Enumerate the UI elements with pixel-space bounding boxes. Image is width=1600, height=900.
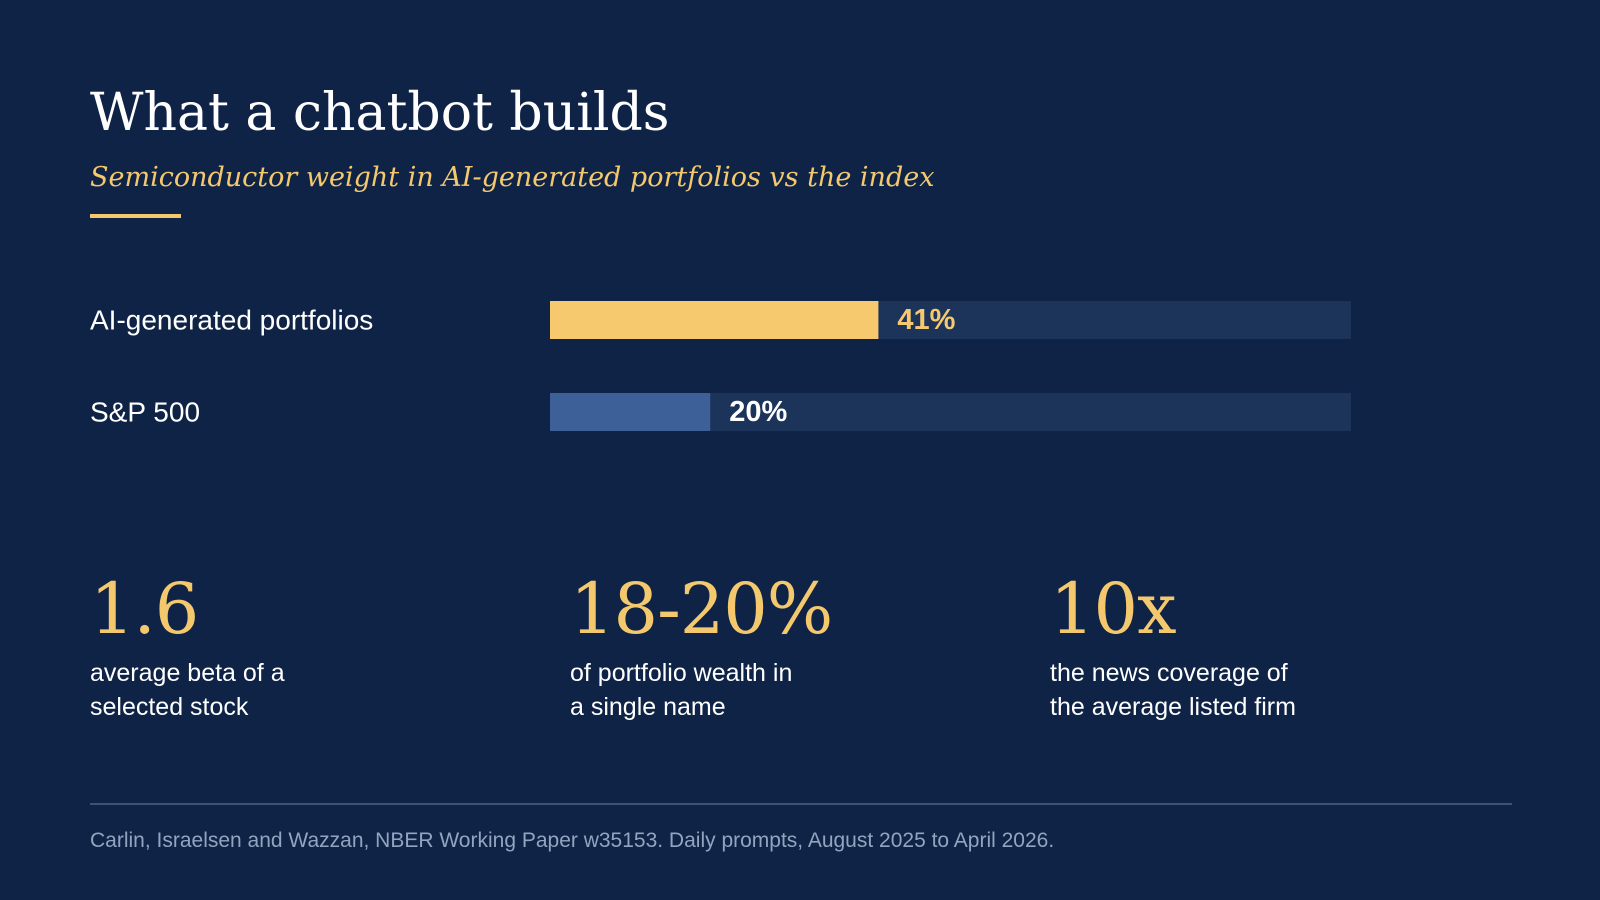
accent-rule: [90, 214, 181, 218]
page-subtitle: Semiconductor weight in AI-generated por…: [90, 162, 935, 193]
bar: [550, 301, 879, 339]
category-label: AI-generated portfolios: [90, 305, 373, 336]
page-title: What a chatbot builds: [90, 83, 670, 143]
value-label: 20%: [729, 396, 787, 428]
stat-description-line: the average listed firm: [1050, 693, 1296, 721]
stat-description-line: selected stock: [90, 693, 249, 721]
stat-description-line: a single name: [570, 693, 726, 721]
bar-chart: AI-generated portfolios 41% S&P 500 20%: [90, 301, 1351, 431]
stat-description-line: average beta of a: [90, 659, 285, 687]
footer-divider: [90, 803, 1512, 805]
stat-value: 10x: [1050, 568, 1177, 650]
stat-single-name-weight: 18-20% of portfolio wealth in a single n…: [570, 568, 1010, 724]
stat-description: the news coverage of the average listed …: [1050, 656, 1490, 724]
stat-description-line: of portfolio wealth in: [570, 659, 793, 687]
stat-value: 1.6: [90, 568, 199, 650]
source-note: Carlin, Israelsen and Wazzan, NBER Worki…: [90, 829, 1055, 852]
value-label: 41%: [897, 304, 955, 336]
stat-description: average beta of a selected stock: [90, 656, 530, 724]
stat-description-line: the news coverage of: [1050, 659, 1288, 687]
category-label: S&P 500: [90, 397, 200, 428]
stat-news-coverage: 10x the news coverage of the average lis…: [1050, 568, 1490, 724]
bar: [550, 393, 711, 431]
stat-beta: 1.6 average beta of a selected stock: [90, 568, 530, 724]
stat-value: 18-20%: [570, 568, 833, 650]
stat-description: of portfolio wealth in a single name: [570, 656, 1010, 724]
